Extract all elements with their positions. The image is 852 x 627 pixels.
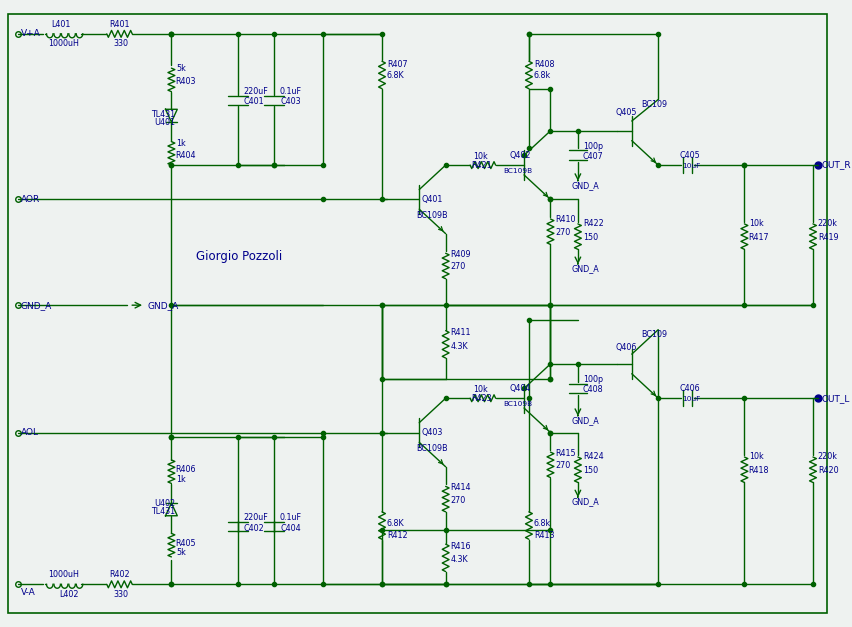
Text: 1000uH: 1000uH	[48, 39, 79, 48]
Text: 220k: 220k	[818, 453, 838, 461]
Text: 220k: 220k	[818, 219, 838, 228]
Text: GND_A: GND_A	[571, 498, 599, 507]
Text: 150: 150	[583, 233, 598, 242]
Text: 1k: 1k	[176, 139, 186, 148]
Text: R423: R423	[471, 394, 492, 403]
Text: C402: C402	[244, 524, 265, 533]
Text: C403: C403	[280, 97, 301, 106]
Text: R420: R420	[818, 466, 838, 475]
Text: AOL: AOL	[20, 428, 38, 437]
Text: 10k: 10k	[473, 385, 488, 394]
Text: V-A: V-A	[20, 587, 35, 597]
Text: C401: C401	[244, 97, 264, 106]
Text: AOR: AOR	[20, 195, 40, 204]
Text: R403: R403	[176, 77, 196, 87]
Text: 270: 270	[451, 263, 466, 271]
Text: R406: R406	[176, 465, 196, 474]
Text: 0.1uF: 0.1uF	[279, 514, 301, 522]
Text: 0.1uF: 0.1uF	[279, 87, 301, 96]
Text: 6.8K: 6.8K	[387, 519, 405, 528]
Text: BC109B: BC109B	[504, 168, 532, 174]
Text: GND_A: GND_A	[571, 416, 599, 425]
Text: R408: R408	[534, 60, 555, 69]
Text: TL431: TL431	[151, 110, 175, 119]
Text: Q405: Q405	[615, 108, 636, 117]
Text: 270: 270	[451, 495, 466, 505]
Text: R402: R402	[110, 570, 130, 579]
Text: Q404: Q404	[509, 384, 531, 393]
Text: Q403: Q403	[421, 428, 442, 437]
Text: 220uF: 220uF	[243, 514, 268, 522]
Text: R404: R404	[176, 151, 196, 160]
Text: 100p: 100p	[583, 375, 603, 384]
Text: R413: R413	[534, 531, 555, 540]
Text: R414: R414	[451, 483, 471, 492]
Text: U402: U402	[153, 498, 175, 507]
Text: 100p: 100p	[583, 142, 603, 151]
Text: GND_A: GND_A	[571, 181, 599, 190]
Text: 220uF: 220uF	[243, 87, 268, 96]
Text: Giorgio Pozzoli: Giorgio Pozzoli	[196, 250, 282, 263]
Text: Q402: Q402	[509, 151, 531, 160]
Text: R401: R401	[110, 19, 130, 29]
Text: 330: 330	[113, 39, 129, 48]
Text: 1k: 1k	[176, 475, 186, 484]
Text: R421: R421	[471, 161, 492, 170]
Text: 6.8k: 6.8k	[534, 519, 551, 528]
Text: C408: C408	[583, 385, 603, 394]
Text: BC109: BC109	[642, 330, 668, 339]
Text: U401: U401	[153, 119, 175, 127]
Text: Q406: Q406	[615, 343, 636, 352]
Text: R411: R411	[451, 328, 471, 337]
Text: R412: R412	[387, 531, 407, 540]
Text: 10uF: 10uF	[682, 396, 700, 402]
Text: R405: R405	[176, 539, 196, 548]
Text: C407: C407	[583, 152, 603, 161]
Text: R409: R409	[451, 250, 471, 259]
Text: 6.8k: 6.8k	[534, 71, 551, 80]
Text: GND_A: GND_A	[571, 265, 599, 273]
Text: 5k: 5k	[176, 64, 187, 73]
Text: 4.3K: 4.3K	[451, 556, 469, 564]
Text: 150: 150	[583, 466, 598, 475]
Text: R422: R422	[583, 219, 603, 228]
Text: BC109B: BC109B	[417, 211, 448, 219]
Text: BC109B: BC109B	[504, 401, 532, 407]
Text: R415: R415	[556, 448, 576, 458]
Text: R418: R418	[748, 466, 769, 475]
Text: L402: L402	[59, 589, 78, 599]
Text: 10k: 10k	[473, 152, 488, 161]
Text: 270: 270	[556, 461, 571, 470]
Text: OUT_R: OUT_R	[822, 161, 851, 170]
Text: 10k: 10k	[749, 453, 764, 461]
Text: OUT_L: OUT_L	[822, 394, 850, 403]
Text: C404: C404	[280, 524, 301, 533]
Text: R407: R407	[387, 60, 407, 69]
Text: R410: R410	[556, 216, 576, 224]
Text: 5k: 5k	[176, 549, 187, 557]
Text: 270: 270	[556, 228, 571, 237]
Text: 10uF: 10uF	[682, 163, 700, 169]
Text: R424: R424	[583, 453, 603, 461]
Text: 6.8K: 6.8K	[387, 71, 405, 80]
Text: 4.3K: 4.3K	[451, 342, 469, 351]
Text: R417: R417	[748, 233, 769, 242]
Text: V+A: V+A	[20, 29, 40, 38]
Text: GND_A: GND_A	[20, 301, 52, 310]
Text: TL431: TL431	[151, 507, 175, 517]
Text: C405: C405	[680, 151, 700, 160]
Text: GND_A: GND_A	[148, 301, 179, 310]
Text: C406: C406	[680, 384, 700, 393]
Text: BC109: BC109	[642, 100, 668, 109]
Text: Q401: Q401	[421, 195, 442, 204]
Text: R419: R419	[818, 233, 838, 242]
Text: 1000uH: 1000uH	[48, 570, 79, 579]
Text: 10k: 10k	[749, 219, 764, 228]
Text: R416: R416	[451, 542, 471, 551]
Text: L401: L401	[51, 19, 71, 29]
Text: 330: 330	[113, 589, 129, 599]
Text: BC109B: BC109B	[417, 444, 448, 453]
